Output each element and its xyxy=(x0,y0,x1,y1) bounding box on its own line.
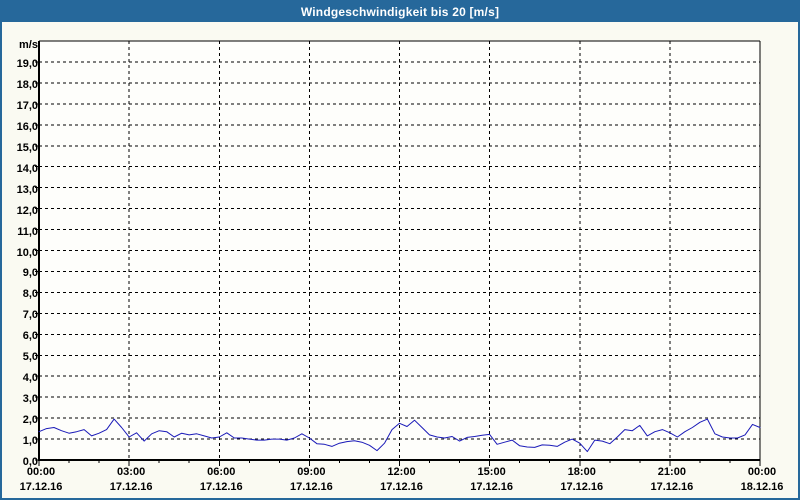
y-axis-unit-label: m/s xyxy=(19,39,38,51)
x-tick-date-label: 17.12.16 xyxy=(109,481,153,493)
y-tick-label: 5,0 xyxy=(22,351,38,364)
gridlines xyxy=(39,41,760,460)
wind-speed-line xyxy=(38,418,761,453)
x-tick-date-label: 17.12.16 xyxy=(560,481,604,493)
x-tick-date-label: 17.12.16 xyxy=(650,481,694,493)
y-tick-label: 8,0 xyxy=(22,288,38,301)
y-tick-label: 18,0 xyxy=(16,78,38,91)
y-tick-label: 17,0 xyxy=(16,99,38,112)
x-tick-time-label: 00:00 xyxy=(747,466,777,478)
chart-title-bar: Windgeschwindigkeit bis 20 [m/s] xyxy=(2,2,798,22)
x-tick-date-label: 17.12.16 xyxy=(380,481,423,493)
x-tick-time-label: 06:00 xyxy=(207,466,236,478)
y-tick-label: 3,0 xyxy=(22,393,38,406)
y-tick-label: 14,0 xyxy=(16,162,38,175)
y-tick-label: 7,0 xyxy=(22,309,38,322)
x-tick-date-label: 17.12.16 xyxy=(470,481,514,493)
x-tick-time-label: 21:00 xyxy=(657,466,686,478)
y-tick-label: 16,0 xyxy=(16,120,38,133)
x-tick-time-label: 15:00 xyxy=(477,466,506,478)
y-tick-label: 4,0 xyxy=(22,372,38,385)
x-tick-date-label: 17.12.16 xyxy=(289,481,333,493)
y-tick-label: 10,0 xyxy=(16,246,38,259)
y-tick-label: 12,0 xyxy=(16,204,38,217)
x-tick-time-label: 09:00 xyxy=(297,466,326,478)
x-tick-time-label: 12:00 xyxy=(387,466,416,478)
y-tick-label: 9,0 xyxy=(22,267,38,280)
y-tick-label: 13,0 xyxy=(16,183,38,196)
y-tick-label: 6,0 xyxy=(22,330,38,343)
x-tick-date-label: 17.12.16 xyxy=(199,481,243,493)
y-tick-label: 11,0 xyxy=(17,225,38,238)
y-tick-label: 19,0 xyxy=(16,57,38,70)
x-tick-time-label: 00:00 xyxy=(26,466,56,478)
y-tick-label: 15,0 xyxy=(16,141,38,154)
x-tick-time-label: 03:00 xyxy=(117,466,146,478)
axis-ticks xyxy=(35,61,761,466)
x-tick-date-label: 17.12.16 xyxy=(19,481,63,493)
y-tick-label: 1,0 xyxy=(22,435,38,448)
x-tick-time-label: 18:00 xyxy=(567,466,596,478)
y-tick-label: 2,0 xyxy=(22,414,38,427)
y-tick-label: 0,0 xyxy=(22,456,38,468)
chart-title: Windgeschwindigkeit bis 20 [m/s] xyxy=(300,5,500,19)
x-tick-date-label: 18.12.16 xyxy=(740,481,784,493)
